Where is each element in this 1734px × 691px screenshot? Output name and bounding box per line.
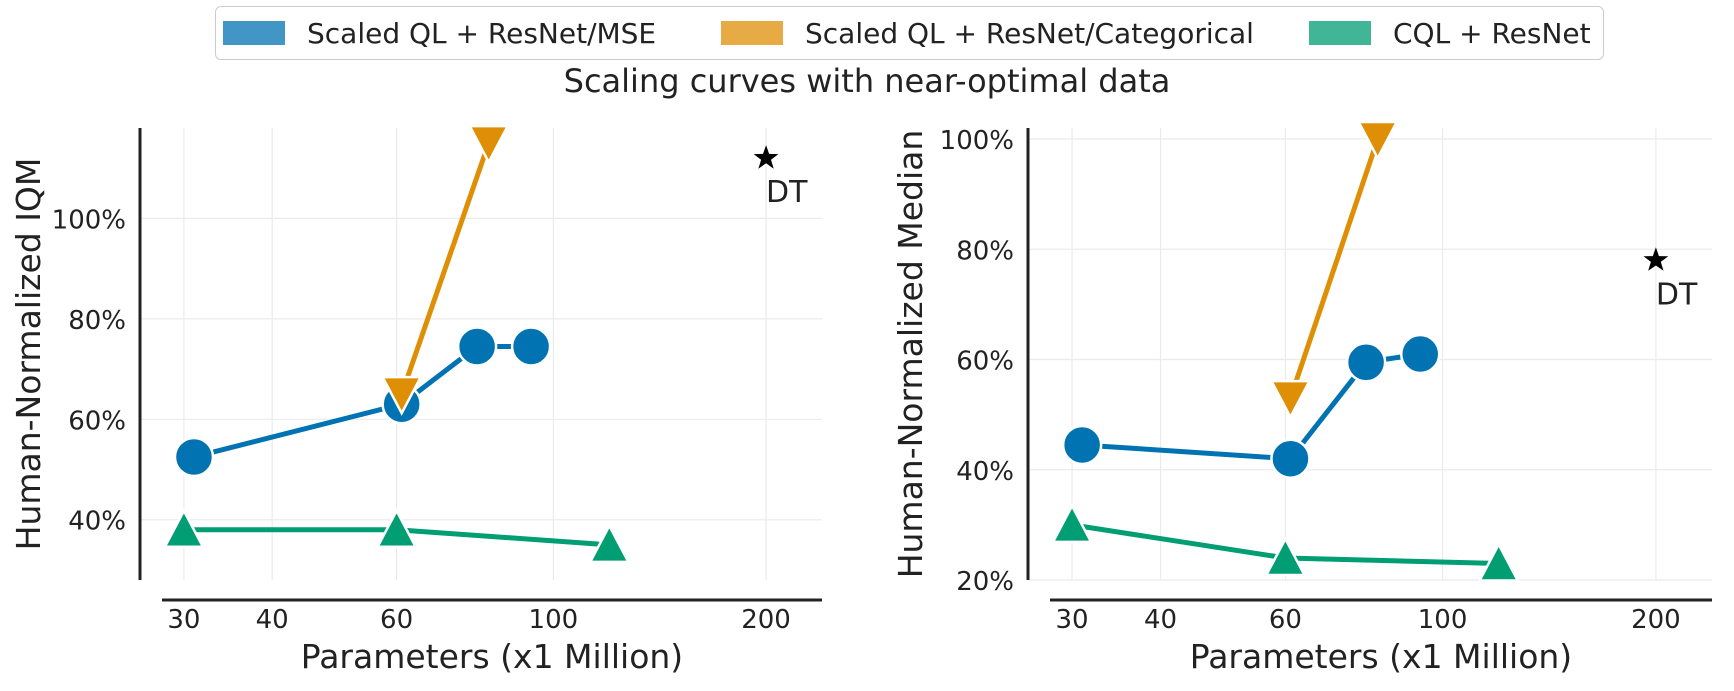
- legend-item-categorical: Scaled QL + ResNet/Categorical: [721, 16, 1254, 50]
- data-point: [375, 508, 418, 549]
- x-tick-label: 40: [1144, 605, 1177, 635]
- data-point: [1050, 503, 1094, 544]
- data-point: [456, 326, 498, 367]
- y-axis-label: Human-Normalized Median: [891, 130, 930, 579]
- data-point: [1345, 342, 1387, 383]
- y-tick-label: 60%: [68, 406, 126, 436]
- x-tick-label: 40: [256, 605, 289, 635]
- y-tick-label: 20%: [956, 567, 1014, 597]
- y-axis-label: Human-Normalized IQM: [9, 158, 48, 551]
- legend: Scaled QL + ResNet/MSE Scaled QL + ResNe…: [215, 6, 1604, 60]
- data-point: [1356, 120, 1399, 161]
- legend-swatch-categorical: [721, 21, 783, 45]
- legend-item-cql: CQL + ResNet: [1309, 16, 1591, 50]
- y-tick-label: 60%: [956, 347, 1014, 377]
- x-axis-label: Parameters (x1 Million): [1190, 637, 1572, 676]
- legend-swatch-cql: [1309, 21, 1371, 45]
- plot-iqm: 40% 60% 80% 100% 30 40 60 100 200 Parameters (x1 …: [9, 124, 822, 676]
- data-point: [588, 523, 631, 564]
- figure-title: Scaling curves with near-optimal data: [563, 62, 1171, 100]
- y-tick-label: 40%: [956, 457, 1014, 487]
- series-line: [1287, 136, 1381, 401]
- annotation-label: DT: [1656, 277, 1698, 312]
- legend-label-mse: Scaled QL + ResNet/MSE: [307, 16, 657, 50]
- x-tick-label: 200: [1631, 605, 1681, 635]
- data-point: [1399, 333, 1441, 375]
- series-line: [399, 140, 492, 397]
- x-tick-label: 30: [167, 605, 200, 635]
- x-axis-label: Parameters (x1 Million): [301, 637, 683, 676]
- series-line: [1079, 351, 1423, 462]
- data-point: [1264, 536, 1307, 577]
- legend-item-mse: Scaled QL + ResNet/MSE: [223, 16, 657, 50]
- star-marker: [753, 145, 779, 169]
- data-point: [162, 508, 205, 549]
- data-point: [1270, 438, 1311, 479]
- x-tick-label: 60: [1269, 605, 1302, 635]
- data-point: [1269, 379, 1312, 420]
- data-point: [1061, 424, 1103, 466]
- y-tick-label: 80%: [68, 306, 126, 336]
- y-tick-label: 80%: [956, 236, 1014, 266]
- data-point: [510, 326, 552, 367]
- y-tick-label: 40%: [68, 507, 126, 537]
- data-point: [1477, 541, 1520, 582]
- legend-label-cql: CQL + ResNet: [1393, 16, 1591, 50]
- x-tick-label: 60: [380, 605, 413, 635]
- series-line: [191, 343, 534, 460]
- plot-median: 20% 40% 60% 80% 100% 30 40 60 100 200 Parameters (…: [891, 120, 1712, 676]
- star-marker: [1643, 247, 1669, 271]
- x-tick-label: 30: [1055, 605, 1088, 635]
- annotation-label: DT: [766, 175, 808, 210]
- y-tick-label: 100%: [52, 205, 126, 235]
- y-tick-label: 100%: [940, 126, 1014, 156]
- data-point: [467, 124, 510, 165]
- legend-swatch-mse: [223, 21, 285, 45]
- x-tick-label: 200: [741, 605, 791, 635]
- x-tick-label: 100: [1418, 605, 1468, 635]
- data-point: [173, 436, 215, 478]
- x-tick-label: 100: [529, 605, 579, 635]
- data-point: [380, 375, 423, 416]
- legend-label-categorical: Scaled QL + ResNet/Categorical: [805, 16, 1254, 50]
